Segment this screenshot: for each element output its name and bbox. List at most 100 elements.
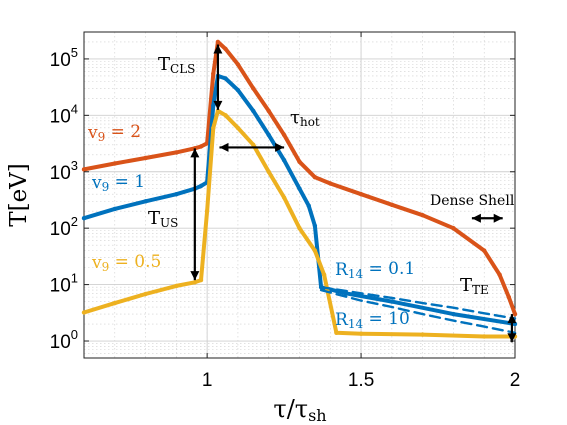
- y-tick-label: 101: [50, 271, 78, 297]
- y-tick-label: 105: [50, 45, 78, 71]
- annotation-v9_1: v9 = 1: [91, 172, 145, 194]
- data-point: [174, 283, 179, 289]
- data-point: [251, 108, 256, 114]
- data-point: [235, 125, 241, 131]
- data-point: [266, 169, 271, 174]
- tte-arrow-head: [507, 333, 517, 343]
- data-point: [306, 203, 311, 208]
- data-point: [328, 181, 333, 186]
- data-point: [174, 150, 179, 155]
- data-point: [321, 272, 327, 277]
- plot-frame: [83, 31, 516, 359]
- data-point: [198, 183, 204, 189]
- data-point: [358, 192, 364, 197]
- x-axis-label: τ/τsh: [273, 395, 326, 425]
- data-point: [223, 113, 228, 118]
- data-point: [312, 223, 318, 228]
- data-point: [312, 175, 318, 180]
- x-tick-label: 1.5: [348, 370, 374, 391]
- data-point: [312, 248, 318, 253]
- data-point: [251, 142, 256, 147]
- thot-arrow: [219, 142, 285, 152]
- annotation-dense: Dense Shell: [430, 193, 515, 209]
- thot-arrow-head: [275, 142, 285, 152]
- series-line-4: [319, 288, 517, 334]
- tus-arrow: [190, 148, 200, 281]
- data-point: [358, 331, 364, 336]
- data-point: [512, 311, 518, 317]
- data-point: [281, 132, 287, 138]
- data-point: [482, 334, 487, 339]
- data-point: [215, 39, 221, 45]
- annotation-v9_2: v9 = 2: [87, 122, 141, 144]
- y-tick-label: 100: [50, 327, 78, 353]
- data-point: [297, 159, 302, 164]
- annotation-v9_05: v9 = 0.5: [91, 252, 161, 274]
- data-point: [235, 87, 241, 93]
- dense-shell-arrow: [471, 213, 503, 223]
- annotation-tus: TUS: [148, 208, 178, 230]
- tick-group: 1 1.5 2 100 101 102 103 104 105: [50, 32, 521, 391]
- data-point: [223, 76, 228, 81]
- y-axis-label: T[eV]: [6, 163, 32, 227]
- data-point: [174, 192, 179, 197]
- tus-arrow-head: [190, 148, 200, 158]
- data-point: [204, 209, 210, 214]
- data-point: [420, 332, 425, 337]
- data-point: [112, 206, 118, 212]
- data-point: [192, 280, 197, 285]
- plot-background: [84, 32, 515, 358]
- data-point: [211, 103, 216, 108]
- data-point: [211, 125, 216, 131]
- tte-arrow: [507, 314, 517, 343]
- series-line-2: [82, 108, 517, 339]
- data-point: [297, 226, 302, 231]
- annotation-tte: TTE: [460, 275, 489, 297]
- y-tick-label: 104: [50, 101, 78, 127]
- y-tick-label: 103: [50, 158, 78, 184]
- data-point: [266, 132, 271, 138]
- data-point: [143, 199, 148, 204]
- series-line-1: [82, 73, 517, 326]
- data-point: [482, 248, 487, 253]
- x-tick-label: 1: [202, 370, 213, 391]
- data-point: [281, 158, 287, 163]
- data-point: [266, 108, 271, 114]
- tcls-arrow: [213, 44, 223, 110]
- data-point: [281, 195, 287, 200]
- x-tick-label: 2: [510, 370, 521, 391]
- data-point: [506, 294, 511, 300]
- annotation-thot: τhot: [290, 107, 320, 129]
- series-line-3: [319, 286, 517, 320]
- data-point: [420, 213, 425, 218]
- annotation-r14_01: R14 = 0.1: [335, 259, 415, 281]
- data-point: [198, 277, 204, 283]
- tcls-arrow-head: [213, 100, 223, 110]
- data-point: [81, 310, 87, 315]
- arrow-group: [190, 44, 517, 343]
- data-point: [211, 71, 216, 76]
- thot-arrow-head: [219, 142, 229, 152]
- data-point: [451, 226, 456, 231]
- data-point: [198, 144, 204, 149]
- series-group: [81, 39, 518, 339]
- dense-shell-arrow-head: [471, 213, 481, 223]
- data-point: [297, 186, 302, 191]
- tcls-arrow-head: [213, 44, 223, 54]
- data-point: [497, 272, 502, 277]
- tus-arrow-head: [190, 271, 200, 281]
- dense-shell-arrow-head: [493, 213, 503, 223]
- data-point: [112, 300, 118, 306]
- data-point: [223, 46, 228, 52]
- y-tick-label: 102: [50, 214, 78, 240]
- data-point: [389, 202, 395, 207]
- data-point: [81, 167, 87, 172]
- annotation-r14_10: R14 = 10: [335, 309, 410, 331]
- data-point: [143, 291, 148, 297]
- annotation-tcls: TCLS: [158, 54, 195, 76]
- data-point: [451, 311, 456, 317]
- data-point: [389, 299, 395, 304]
- label-group: τ/τsh T[eV] TCLS τhot TUS TTE Dense Shell v9 = …: [6, 54, 515, 425]
- data-point: [251, 86, 256, 91]
